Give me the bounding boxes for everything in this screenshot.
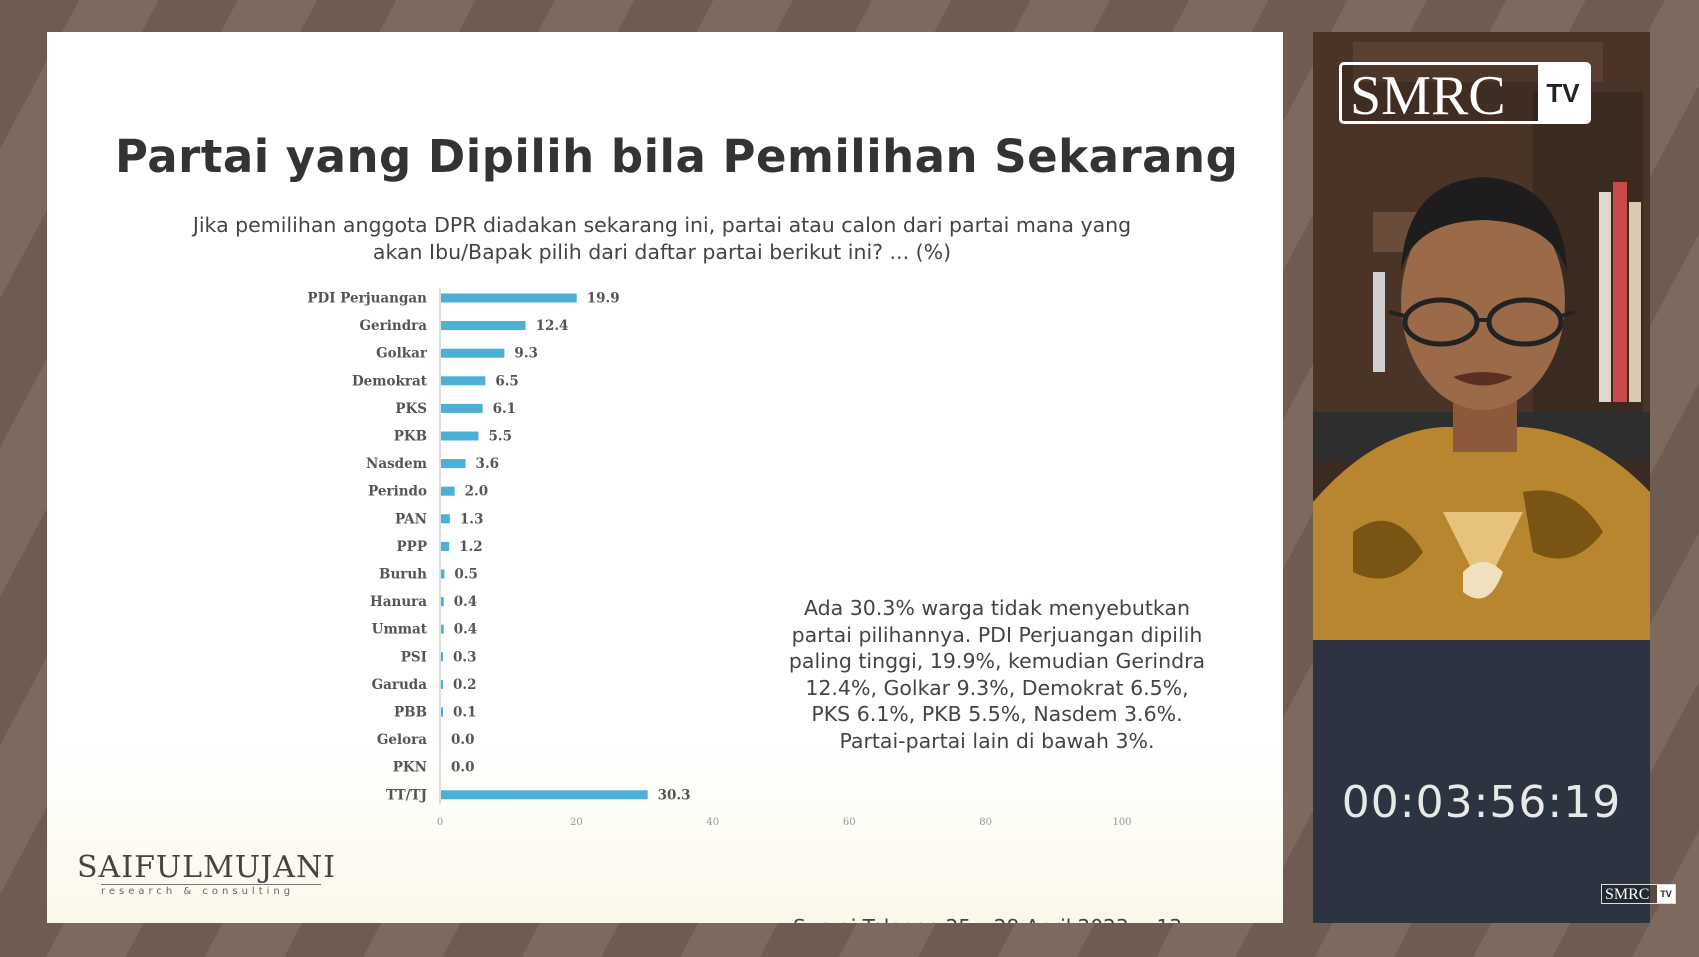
- x-tick-label: 100: [1112, 817, 1131, 828]
- bar: [441, 652, 444, 662]
- value-label: 0.2: [453, 677, 477, 693]
- bar: [441, 459, 466, 469]
- brand-tagline: research & consulting: [101, 884, 321, 899]
- smrc-tv-logo: SMRC TV: [1339, 62, 1591, 124]
- category-label: TT/TJ: [386, 787, 427, 803]
- category-label: PKB: [394, 429, 427, 445]
- note-line: Partai-partai lain di bawah 3%.: [839, 728, 1155, 753]
- value-label: 5.5: [489, 429, 513, 445]
- watermark-text: SMRC: [1605, 886, 1650, 903]
- category-label: Buruh: [379, 567, 427, 583]
- x-tick-label: 80: [979, 817, 992, 828]
- category-label: Demokrat: [352, 373, 428, 389]
- value-label: 0.0: [451, 760, 475, 776]
- category-label: Nasdem: [366, 456, 427, 472]
- category-label: Gelora: [377, 732, 427, 748]
- x-tick-label: 20: [570, 817, 583, 828]
- bar: [441, 790, 648, 800]
- bar: [441, 321, 526, 331]
- value-label: 0.4: [454, 622, 478, 638]
- bar: [441, 293, 577, 303]
- bar: [441, 376, 486, 386]
- bar: [441, 431, 479, 441]
- value-label: 19.9: [587, 291, 620, 307]
- bar: [441, 569, 445, 579]
- category-label: Garuda: [372, 677, 428, 693]
- value-label: 0.1: [453, 705, 477, 721]
- category-label: Ummat: [372, 622, 428, 638]
- category-label: Golkar: [376, 346, 428, 362]
- x-tick-label: 60: [843, 817, 856, 828]
- value-label: 12.4: [536, 318, 569, 334]
- category-label: PDI Perjuangan: [307, 291, 427, 307]
- value-label: 6.1: [493, 401, 517, 417]
- value-label: 2.0: [465, 484, 489, 500]
- x-tick-label: 40: [706, 817, 719, 828]
- slide-title: Partai yang Dipilih bila Pemilihan Sekar…: [115, 130, 1239, 183]
- category-label: PSI: [401, 649, 427, 665]
- survey-question-line-1: Jika pemilihan anggota DPR diadakan seka…: [192, 213, 1132, 237]
- presenter-video: [1313, 32, 1650, 640]
- bar: [441, 403, 483, 413]
- value-label: 0.5: [454, 567, 478, 583]
- category-label: Gerindra: [360, 318, 428, 334]
- survey-source: Survei Telepon 25 – 28 April 2023: [793, 915, 1129, 923]
- page-number: 13: [1157, 915, 1182, 923]
- category-label: PPP: [397, 539, 427, 555]
- category-label: Perindo: [368, 484, 427, 500]
- value-label: 6.5: [495, 373, 518, 389]
- survey-question: Jika pemilihan anggota DPR diadakan seka…: [107, 212, 1217, 272]
- watermark-badge: TV: [1657, 885, 1675, 903]
- x-tick-label: 0: [437, 817, 443, 828]
- note-line: PKS 6.1%, PKB 5.5%, Nasdem 3.6%.: [811, 702, 1183, 726]
- presenter-video-panel: SMRC TV 00:03:56:19: [1313, 32, 1650, 923]
- bar: [441, 624, 444, 634]
- category-label: PAN: [395, 511, 427, 527]
- note-line: paling tinggi, 19.9%, kemudian Gerindra: [788, 649, 1206, 673]
- bar: [441, 348, 505, 358]
- saifulmujani-logo: SAIFULMUJANI research & consulting: [77, 852, 337, 902]
- bar: [441, 679, 443, 689]
- note-line: partai pilihannya. PDI Perjuangan dipili…: [791, 622, 1203, 647]
- summary-note: Ada 30.3% warga tidak menyebutkan partai…: [737, 595, 1257, 755]
- broadcast-timer: 00:03:56:19: [1341, 777, 1622, 828]
- value-label: 1.3: [460, 511, 484, 527]
- category-label: PKN: [393, 760, 427, 776]
- value-label: 9.3: [514, 346, 538, 362]
- value-label: 0.0: [451, 732, 475, 748]
- survey-question-line-2: akan Ibu/Bapak pilih dari daftar partai …: [372, 240, 952, 264]
- category-label: PBB: [394, 705, 427, 721]
- bar: [441, 541, 450, 551]
- value-label: 30.3: [658, 787, 691, 803]
- category-label: PKS: [395, 401, 427, 417]
- note-line: Ada 30.3% warga tidak menyebutkan: [803, 596, 1190, 620]
- presentation-slide: Partai yang Dipilih bila Pemilihan Sekar…: [47, 32, 1283, 923]
- bar: [441, 486, 455, 496]
- value-label: 3.6: [476, 456, 500, 472]
- brand-name: SAIFULMUJANI: [77, 850, 337, 885]
- bar: [441, 707, 443, 717]
- bar: [441, 597, 444, 607]
- smrc-tv-badge: TV: [1538, 65, 1588, 121]
- note-line: 12.4%, Golkar 9.3%, Demokrat 6.5%,: [805, 675, 1189, 700]
- slide-footer: Survei Telepon 25 – 28 April 2023 13: [793, 915, 1213, 923]
- smrc-tv-watermark: SMRC TV: [1601, 884, 1676, 904]
- value-label: 1.2: [459, 539, 483, 555]
- party-choice-bar-chart: PDI Perjuangan 19.9 Gerindra 12.4 Golkar 9.3 D…: [307, 288, 1132, 828]
- smrc-logo-text: SMRC: [1350, 65, 1506, 124]
- value-label: 0.3: [453, 649, 477, 665]
- category-label: Hanura: [370, 594, 427, 610]
- value-label: 0.4: [454, 594, 478, 610]
- bar: [441, 514, 450, 524]
